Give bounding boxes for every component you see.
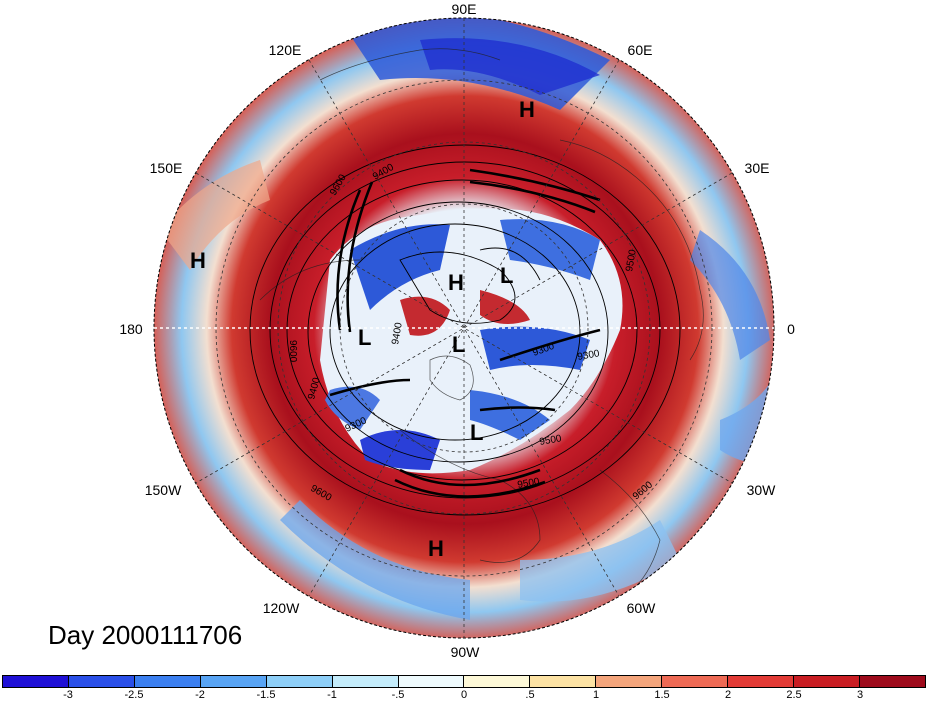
high-pressure-label: H: [448, 270, 464, 295]
colorbar-tick-label: 1.5: [654, 689, 670, 701]
colorbar-cell: [68, 676, 135, 687]
high-pressure-label: H: [428, 536, 444, 561]
day-label: Day 2000111706: [48, 620, 243, 650]
colorbar-cell: [859, 676, 925, 687]
colorbar-cell: [398, 676, 465, 687]
contour-label: 9500: [624, 248, 639, 272]
colorbar-cell: [134, 676, 201, 687]
longitude-label: 60W: [626, 600, 656, 616]
colorbar-cell: [794, 676, 860, 687]
longitude-label: 120W: [262, 600, 300, 616]
low-pressure-label: L: [452, 332, 465, 357]
longitude-label: 120E: [268, 42, 302, 58]
colorbar-tick-label: -.5: [391, 689, 405, 701]
colorbar-tick-label: 3: [856, 689, 864, 701]
colorbar-tick-label: 2: [724, 689, 732, 701]
colorbar-cell: [530, 676, 597, 687]
low-pressure-label: L: [500, 263, 513, 288]
longitude-label: 90W: [450, 644, 480, 660]
graticule: [154, 18, 774, 638]
colorbar-tick-label: -1: [327, 689, 337, 701]
colorbar-cell: [332, 676, 399, 687]
colorbar: [2, 675, 926, 688]
high-pressure-label: H: [519, 97, 535, 122]
colorbar-tick-label: -2.5: [124, 689, 144, 701]
colorbar-tick-label: 1: [592, 689, 600, 701]
colorbar-cell: [3, 676, 69, 687]
low-pressure-label: L: [470, 420, 483, 445]
contour-label: 9500: [539, 433, 563, 448]
colorbar-tick-label: 2.5: [786, 689, 802, 701]
longitude-label: 30W: [746, 482, 776, 498]
longitude-label: 60E: [627, 42, 653, 58]
pressure-centers: H H H L L L L L H: [190, 97, 535, 561]
colorbar-cell: [662, 676, 729, 687]
colorbar-tick-label: -1.5: [256, 689, 276, 701]
contour-label: 9500: [517, 476, 541, 491]
longitude-label: 30E: [744, 160, 770, 176]
colorbar-tick-label: 0: [460, 689, 468, 701]
colorbar-cell: [266, 676, 333, 687]
high-pressure-label: H: [190, 248, 206, 273]
longitude-label: 0: [787, 321, 795, 337]
colorbar-tick-label: -2: [195, 689, 205, 701]
low-pressure-label: L: [358, 325, 371, 350]
colorbar-cell: [596, 676, 663, 687]
contour-label: 9600: [287, 340, 298, 363]
colorbar-cell: [200, 676, 267, 687]
colorbar-tick-label: -3: [63, 689, 73, 701]
longitude-label: 150E: [149, 160, 183, 176]
longitude-label: 90E: [451, 1, 477, 17]
colorbar-cell: [464, 676, 531, 687]
longitude-label: 150W: [144, 482, 182, 498]
longitude-label: 180: [119, 321, 143, 337]
colorbar-tick-label: .5: [525, 689, 535, 701]
colorbar-cell: [728, 676, 795, 687]
contour-label: 9400: [390, 321, 405, 345]
contour-label: 9300: [577, 348, 601, 363]
